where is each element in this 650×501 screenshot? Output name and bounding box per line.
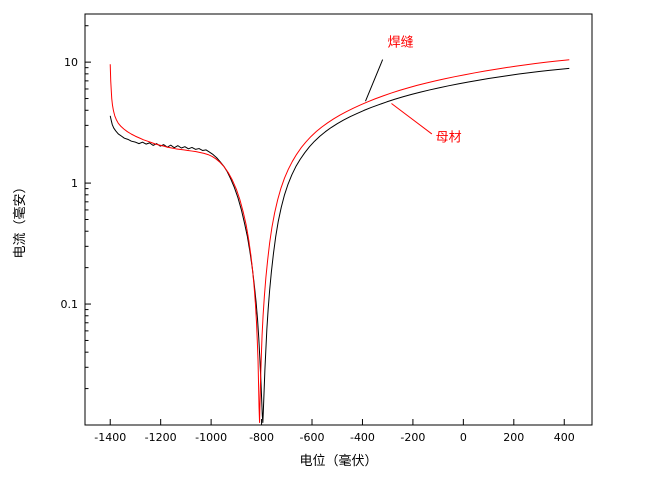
x-axis-tick-label: -1000: [195, 431, 227, 444]
x-axis-tick-label: 200: [503, 431, 524, 444]
x-axis-tick-label: -200: [400, 431, 425, 444]
base-metal-label-leader-line: [391, 103, 433, 135]
x-axis-tick-label: 400: [554, 431, 575, 444]
x-axis-tick-label: -400: [350, 431, 375, 444]
weld-seam-label: 焊缝: [388, 34, 414, 50]
weld-seam-label-leader-line: [365, 59, 384, 102]
y-axis-tick-label: 10: [64, 56, 78, 69]
x-axis-title: 电位（毫伏）: [299, 453, 377, 469]
y-axis-tick-label: 0.1: [61, 298, 79, 311]
y-axis-title: 电流（毫安）: [12, 180, 28, 258]
y-axis-tick-label: 1: [71, 177, 78, 190]
plot-frame: [84, 13, 593, 426]
x-axis-tick-label: -1400: [94, 431, 126, 444]
base-metal-label: 母材: [436, 131, 462, 146]
series-weld-seam-line: [109, 59, 570, 423]
x-axis-tick-label: 0: [460, 431, 467, 444]
x-axis-tick-label: -1200: [145, 431, 177, 444]
x-axis-tick-label: -800: [249, 431, 274, 444]
x-axis-tick-label: -600: [300, 431, 325, 444]
